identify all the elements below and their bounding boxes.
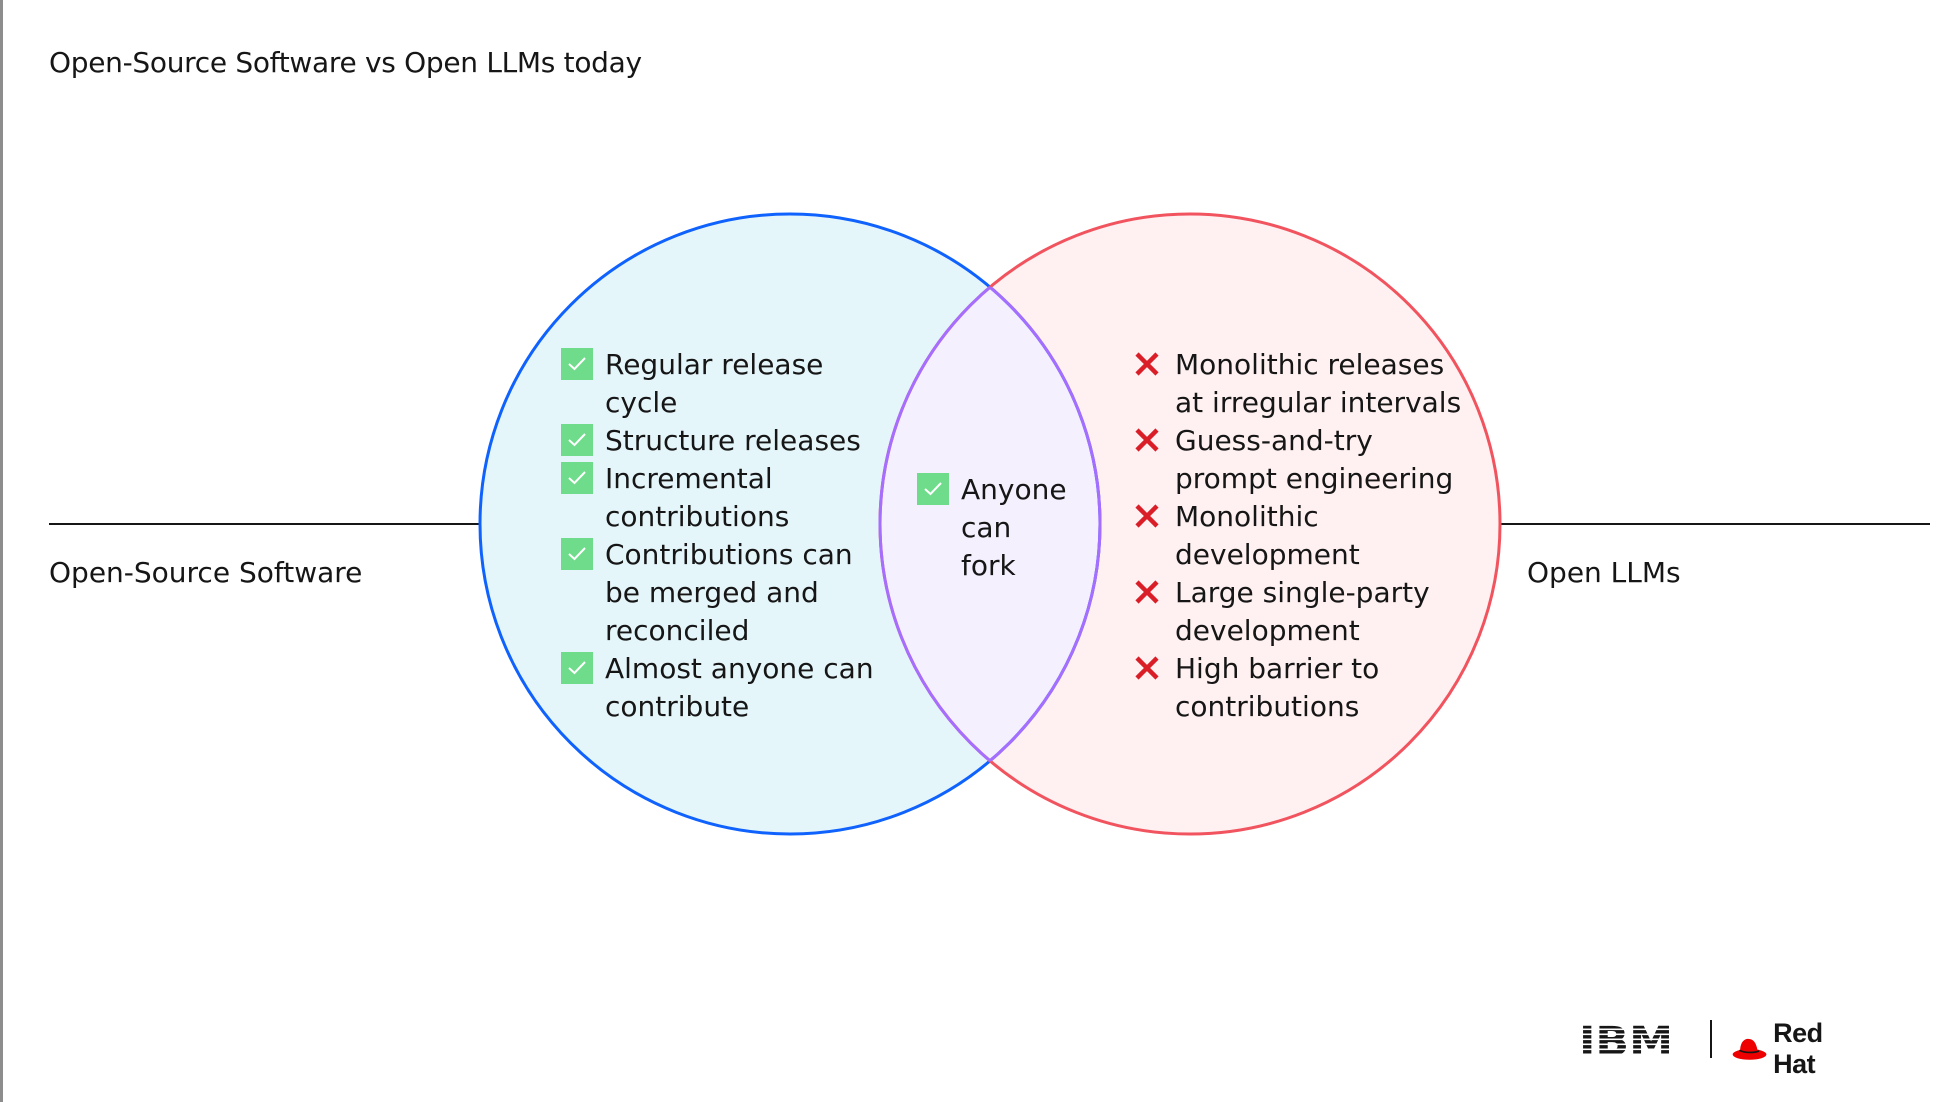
check-icon xyxy=(561,462,593,494)
list-item-label: Guess-and-try prompt engineering xyxy=(1175,424,1454,495)
cross-icon xyxy=(1131,348,1163,380)
list-item-label: Structure releases xyxy=(605,424,861,457)
list-item-label: Monolithic releases at irregular interva… xyxy=(1175,348,1462,419)
list-item: Incremental contributions xyxy=(561,460,891,536)
list-item: Anyone can fork xyxy=(917,471,1117,585)
ibm-logo-text: IBM xyxy=(1579,1020,1673,1058)
cross-icon xyxy=(1131,652,1163,684)
label-open-source-software: Open-Source Software xyxy=(49,556,363,589)
check-icon xyxy=(561,424,593,456)
slide-title: Open-Source Software vs Open LLMs today xyxy=(49,46,642,79)
list-item-label: Incremental contributions xyxy=(605,462,790,533)
slide-edge xyxy=(0,0,3,1102)
overlap-outline xyxy=(878,214,1100,834)
list-item-label: High barrier to contributions xyxy=(1175,652,1380,723)
logo-divider xyxy=(1710,1020,1712,1058)
list-item: Structure releases xyxy=(561,422,891,460)
overlap-outline-2 xyxy=(880,214,1102,834)
list-item: Contributions can be merged and reconcil… xyxy=(561,536,891,650)
list-item-label: Contributions can be merged and reconcil… xyxy=(605,538,853,647)
cross-icon xyxy=(1131,576,1163,608)
list-item-label: Almost anyone can contribute xyxy=(605,652,874,723)
list-item: Monolithic development xyxy=(1131,498,1471,574)
list-item: Monolithic releases at irregular interva… xyxy=(1131,346,1471,422)
cross-icon xyxy=(1131,424,1163,456)
list-item: Large single-party development xyxy=(1131,574,1471,650)
check-icon xyxy=(561,652,593,684)
list-item-label: Regular release cycle xyxy=(605,348,824,419)
check-icon xyxy=(917,473,949,505)
redhat-logo-text: Red Hat xyxy=(1773,1018,1823,1079)
list-item: Guess-and-try prompt engineering xyxy=(1131,422,1471,498)
check-icon xyxy=(561,538,593,570)
cross-icon xyxy=(1131,500,1163,532)
redhat-hat-icon xyxy=(1732,1038,1767,1060)
check-icon xyxy=(561,348,593,380)
redhat-logo: Red Hat xyxy=(1732,1018,1840,1080)
list-item: Regular release cycle xyxy=(561,346,891,422)
open-source-list: Regular release cycle Structure releases… xyxy=(561,346,891,726)
ibm-logo: IBM xyxy=(1579,1020,1673,1058)
overlap-list: Anyone can fork xyxy=(917,471,1117,585)
label-open-llms: Open LLMs xyxy=(1527,556,1681,589)
list-item: High barrier to contributions xyxy=(1131,650,1471,726)
list-item: Almost anyone can contribute xyxy=(561,650,891,726)
list-item-label: Monolithic development xyxy=(1175,500,1360,571)
list-item-label: Anyone can fork xyxy=(961,473,1067,582)
overlap-region xyxy=(880,214,1100,834)
list-item-label: Large single-party development xyxy=(1175,576,1430,647)
open-llms-list: Monolithic releases at irregular interva… xyxy=(1131,346,1471,726)
